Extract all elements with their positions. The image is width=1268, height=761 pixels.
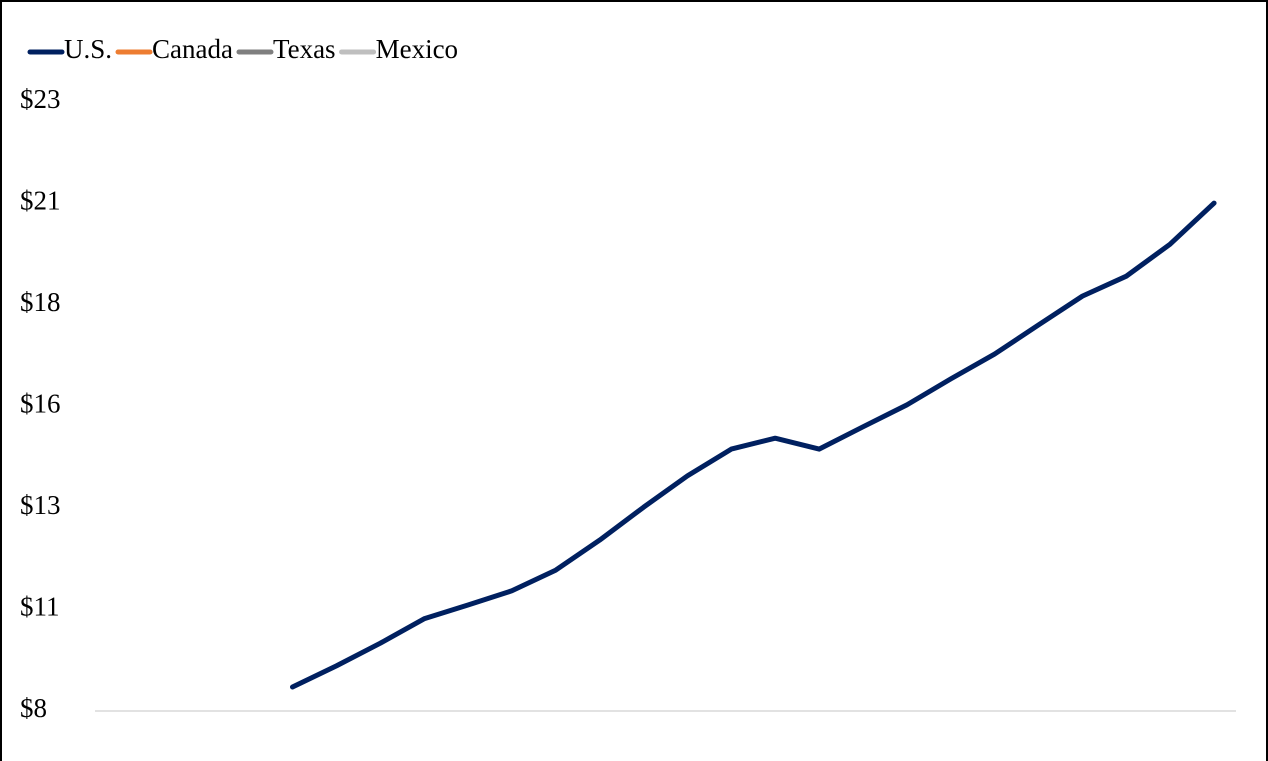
legend-label: Canada bbox=[152, 34, 233, 64]
legend-label: Mexico bbox=[376, 34, 458, 64]
y-tick-label: $23 bbox=[20, 84, 61, 114]
legend-label: Texas bbox=[273, 34, 336, 64]
series-line bbox=[290, 200, 1217, 690]
y-tick-label: $18 bbox=[20, 287, 61, 317]
y-tick-label: $8 bbox=[20, 693, 47, 723]
y-tick-label: $11 bbox=[20, 592, 60, 622]
y-tick-label: $13 bbox=[20, 490, 61, 520]
legend-label: U.S. bbox=[64, 34, 112, 64]
y-tick-label: $21 bbox=[20, 186, 61, 216]
y-tick-label: $16 bbox=[20, 389, 61, 419]
